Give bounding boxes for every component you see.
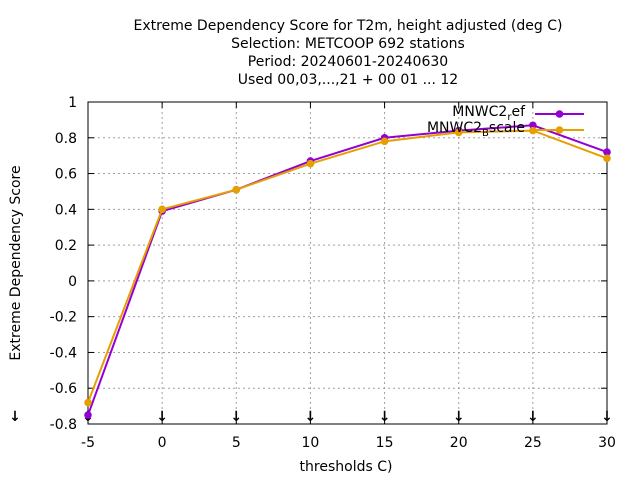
y-tick-label: -0.2 (50, 310, 77, 326)
x-tick-label: -5 (81, 435, 95, 451)
arrow-marker: ↓ (601, 409, 613, 425)
arrow-marker: ↓ (156, 409, 168, 425)
data-point (529, 121, 537, 130)
plot-frame (87, 101, 608, 425)
arrow-marker: ↓ (527, 409, 539, 425)
chart-title: Extreme Dependency Score for T2m, height… (134, 18, 563, 88)
title-line: Period: 20240601-20240630 (248, 54, 448, 70)
series-line (87, 129, 608, 403)
legend-marker (555, 110, 564, 118)
x-axis-label: thresholds C) (300, 459, 393, 475)
data-point (84, 398, 92, 407)
arrow-marker: ↓ (230, 409, 242, 425)
y-tick-label: 0.2 (55, 238, 77, 254)
legend-marker (555, 126, 564, 134)
legend-label: MNWC2ref (452, 104, 526, 123)
data-point (529, 126, 537, 135)
y-tick-label: 1 (68, 95, 77, 111)
y-axis-label: Extreme Dependency Score (8, 165, 24, 360)
data-point (603, 148, 611, 156)
axis-ticks: -5 0 5 10 15 20 25 30 -0.8 -0.6 -0.4 -0.2 0 0.2 0.4 0.6… (50, 95, 616, 451)
arrow-marker: ↓ (379, 409, 391, 425)
y-tick-label: 0.4 (55, 202, 77, 218)
data-point (454, 128, 463, 137)
x-tick-label: 30 (598, 435, 616, 451)
arrow-marker: ↓ (305, 409, 317, 425)
legend-label: MNWC2Bscale (427, 120, 525, 139)
arrow-marker: ↓ (9, 409, 21, 425)
down-arrow-markers: ↓↓↓↓↓↓↓↓↓ (9, 409, 613, 425)
y-tick-label: 0 (68, 274, 77, 290)
data-point (603, 154, 611, 163)
y-tick-label: 0.8 (55, 131, 77, 147)
data-point (306, 159, 315, 168)
y-tick-label: -0.6 (50, 381, 77, 397)
data-point (84, 411, 92, 419)
grid (88, 102, 607, 424)
title-line: Used 00,03,...,21 + 00 01 ... 12 (238, 72, 458, 88)
x-tick-label: 0 (158, 435, 167, 451)
x-tick-label: 10 (302, 435, 320, 451)
title-line: Extreme Dependency Score for T2m, height… (134, 18, 563, 34)
y-tick-label: -0.8 (50, 417, 77, 433)
title-line: Selection: METCOOP 692 stations (231, 36, 465, 52)
data-point (158, 205, 166, 214)
y-tick-label: 0.6 (55, 167, 77, 183)
series-line (87, 124, 608, 416)
series-lines (84, 121, 611, 419)
arrow-marker: ↓ (453, 409, 465, 425)
data-point (232, 185, 241, 194)
x-tick-label: 20 (450, 435, 468, 451)
y-tick-label: -0.4 (50, 345, 77, 361)
x-tick-label: 5 (232, 435, 241, 451)
x-tick-label: 25 (524, 435, 542, 451)
x-tick-label: 15 (376, 435, 394, 451)
data-point (380, 137, 389, 146)
